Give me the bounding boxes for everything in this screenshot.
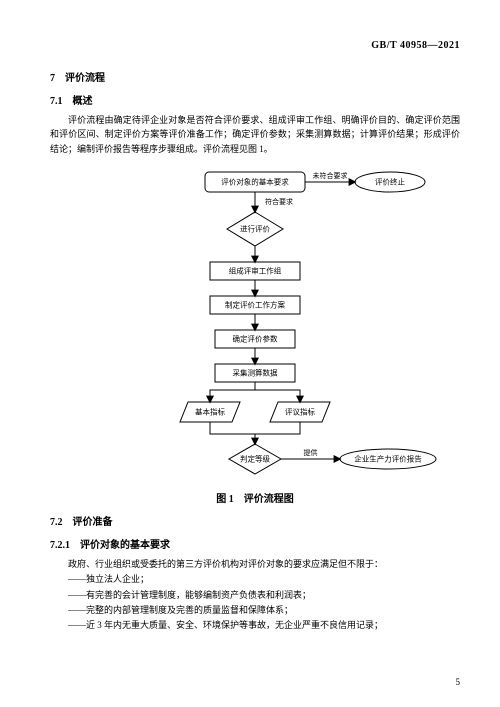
requirement-item-2: ——有完善的会计管理制度，能够编制资产负债表和利润表； <box>50 588 460 603</box>
section-7-2-num: 7.2 <box>50 517 63 528</box>
section-7-title: 评价流程 <box>65 73 105 84</box>
svg-text:提供: 提供 <box>304 448 318 457</box>
section-7-2-title: 评价准备 <box>73 517 113 528</box>
svg-text:未符合要求: 未符合要求 <box>313 171 348 180</box>
section-7-2-1-num: 7.2.1 <box>50 540 70 551</box>
svg-text:组成评审工作组: 组成评审工作组 <box>229 266 282 276</box>
svg-text:制定评价工作方案: 制定评价工作方案 <box>225 300 285 310</box>
section-7-1-num: 7.1 <box>50 96 63 107</box>
svg-text:采集测算数据: 采集测算数据 <box>233 368 278 378</box>
section-7-2-1-intro: 政府、行业组织或受委托的第三方评价机构对评价对象的要求应满足但不限于： <box>50 557 460 572</box>
figure-1-flowchart: 评价对象的基本要求 评价终止进行评价组成评审工作组制定评价工作方案确定评价参数采集… <box>50 162 460 482</box>
section-7-1-heading: 7.1 概述 <box>50 92 460 107</box>
requirement-item-1: ——独立法人企业； <box>50 572 460 587</box>
section-7-1-paragraph: 评价流程由确定待评企业对象是否符合评价要求、组成评审工作组、明确评价目的、确定评… <box>50 113 460 156</box>
svg-text:评价终止: 评价终止 <box>375 177 405 187</box>
figure-1-caption: 图 1 评价流程图 <box>50 490 460 505</box>
standard-code-header: GB/T 40958—2021 <box>50 40 460 51</box>
svg-text:评议指标: 评议指标 <box>285 407 315 417</box>
section-7-num: 7 <box>50 73 55 84</box>
requirement-item-4: ——近 3 年内无重大质量、安全、环境保护等事故，无企业严重不良信用记录； <box>50 618 460 633</box>
svg-text:进行评价: 进行评价 <box>240 224 270 234</box>
section-7-2-1-heading: 7.2.1 评价对象的基本要求 <box>50 536 460 551</box>
section-7-heading: 7 评价流程 <box>50 69 460 84</box>
section-7-2-heading: 7.2 评价准备 <box>50 513 460 528</box>
svg-text:基本指标: 基本指标 <box>195 407 225 417</box>
section-7-2-1-title: 评价对象的基本要求 <box>80 540 170 551</box>
page-number: 5 <box>456 677 461 687</box>
section-7-1-title: 概述 <box>73 96 93 107</box>
svg-text:符合要求: 符合要求 <box>265 197 293 206</box>
svg-text:企业生产力评价报告: 企业生产力评价报告 <box>354 454 422 464</box>
svg-text:评价对象的基本要求: 评价对象的基本要求 <box>221 177 289 187</box>
svg-text:确定评价参数: 确定评价参数 <box>233 334 278 344</box>
requirement-item-3: ——完整的内部管理制度及完善的质量监督和保障体系； <box>50 603 460 618</box>
svg-text:判定等级: 判定等级 <box>240 454 270 464</box>
